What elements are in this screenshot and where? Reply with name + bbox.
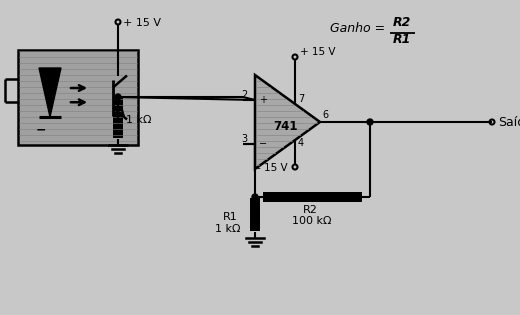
Text: R1: R1 xyxy=(393,33,411,46)
Bar xyxy=(18,50,138,145)
Polygon shape xyxy=(255,75,320,169)
Text: 2: 2 xyxy=(241,90,247,100)
Circle shape xyxy=(367,119,373,125)
Text: 1 kΩ: 1 kΩ xyxy=(215,224,240,233)
Bar xyxy=(113,98,123,138)
Circle shape xyxy=(115,94,121,100)
Bar xyxy=(250,198,260,231)
Text: 100 kΩ: 100 kΩ xyxy=(292,216,332,226)
Bar xyxy=(263,192,362,202)
Text: R1: R1 xyxy=(223,211,238,221)
Text: Ganho =: Ganho = xyxy=(330,22,389,35)
Text: 741: 741 xyxy=(273,120,297,133)
Text: +: + xyxy=(259,95,267,105)
Text: R2: R2 xyxy=(303,205,317,215)
Text: 4: 4 xyxy=(298,138,304,148)
Text: + 15 V: + 15 V xyxy=(123,18,161,28)
Polygon shape xyxy=(39,68,61,117)
Text: Saída: Saída xyxy=(498,116,520,129)
Circle shape xyxy=(252,194,258,200)
Text: 1 kΩ: 1 kΩ xyxy=(126,115,151,125)
Text: + 15 V: + 15 V xyxy=(300,47,335,57)
Text: 3: 3 xyxy=(241,134,247,144)
Text: R2: R2 xyxy=(393,16,411,29)
Text: −: − xyxy=(36,123,46,136)
Text: - 15 V: - 15 V xyxy=(257,163,288,173)
Text: 6: 6 xyxy=(322,110,328,120)
Text: 7: 7 xyxy=(298,94,304,104)
Text: −: − xyxy=(259,139,267,149)
